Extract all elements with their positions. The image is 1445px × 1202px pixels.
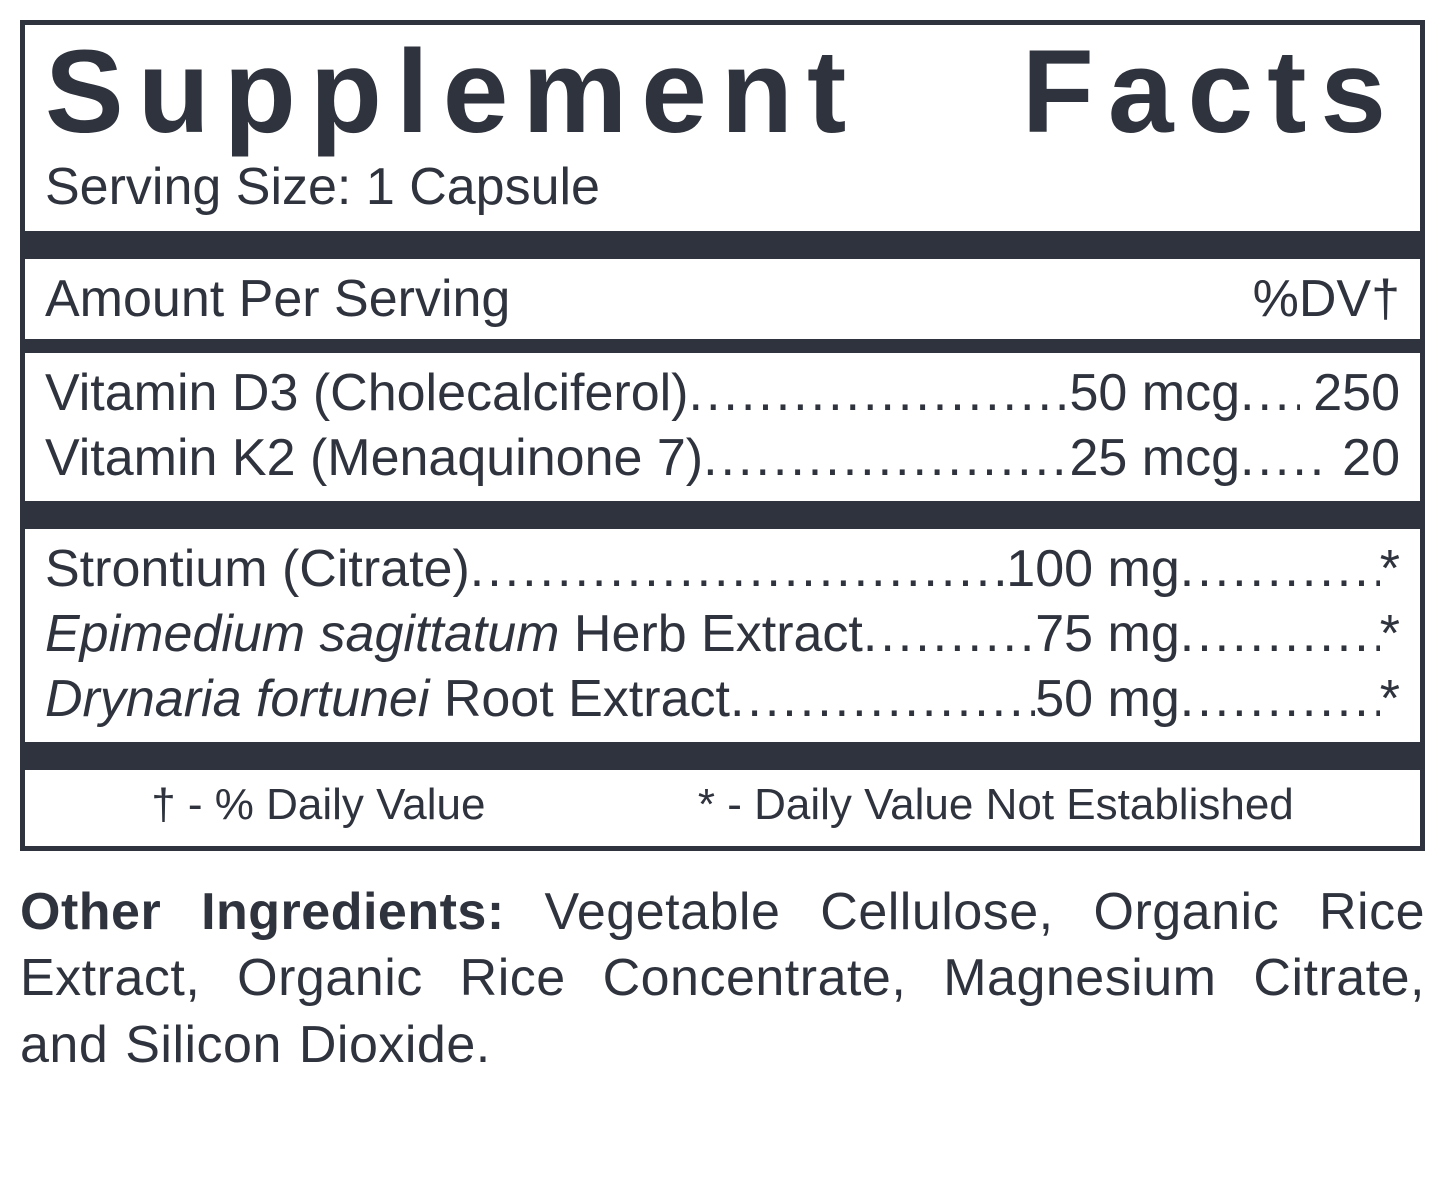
dot-leader — [703, 426, 1069, 491]
nutrient-amount: 50 mcg — [1069, 361, 1240, 426]
nutrient-dv: 20 — [1330, 426, 1400, 491]
nutrient-name: Epimedium sagittatum Herb Extract — [45, 602, 863, 667]
nutrient-amount: 25 mcg — [1069, 426, 1240, 491]
serving-label: Serving Size: — [45, 158, 351, 216]
footnotes: † - % Daily Value * - Daily Value Not Es… — [45, 770, 1400, 834]
dot-leader — [1240, 426, 1330, 491]
nutrient-name: Vitamin D3 (Cholecalciferol) — [45, 361, 689, 426]
supplement-facts-panel: Supplement Facts Serving Size: 1 Capsule… — [20, 20, 1425, 851]
nutrient-name: Strontium (Citrate) — [45, 537, 470, 602]
dot-leader — [470, 537, 1007, 602]
divider-bar — [25, 231, 1420, 259]
dot-leader — [1180, 667, 1380, 732]
dot-leader — [689, 361, 1070, 426]
nutrient-section-1: Vitamin D3 (Cholecalciferol) 50 mcg 250 … — [45, 353, 1400, 501]
nutrient-amount: 50 mg — [1035, 667, 1180, 732]
nutrient-row: Vitamin K2 (Menaquinone 7) 25 mcg 20 — [45, 426, 1400, 491]
nutrient-row: Drynaria fortunei Root Extract 50 mg * — [45, 667, 1400, 732]
nutrient-row: Epimedium sagittatum Herb Extract 75 mg … — [45, 602, 1400, 667]
nutrient-dv: * — [1380, 602, 1400, 667]
divider-bar — [25, 501, 1420, 529]
footnote-dv: † - % Daily Value — [151, 780, 485, 830]
serving-value: 1 Capsule — [366, 158, 600, 216]
header-percent-dv: %DV† — [1253, 269, 1400, 329]
nutrient-name: Drynaria fortunei Root Extract — [45, 667, 730, 732]
divider-bar — [25, 339, 1420, 353]
nutrient-dv: * — [1380, 537, 1400, 602]
nutrient-dv: * — [1380, 667, 1400, 732]
panel-title: Supplement Facts — [45, 25, 1400, 155]
nutrient-row: Vitamin D3 (Cholecalciferol) 50 mcg 250 — [45, 361, 1400, 426]
nutrient-row: Strontium (Citrate) 100 mg * — [45, 537, 1400, 602]
nutrient-amount: 100 mg — [1006, 537, 1179, 602]
nutrient-dv: 250 — [1300, 361, 1400, 426]
dot-leader — [1180, 537, 1380, 602]
divider-bar — [25, 742, 1420, 770]
nutrient-section-2: Strontium (Citrate) 100 mg * Epimedium s… — [45, 529, 1400, 742]
footnote-ast: * - Daily Value Not Established — [698, 780, 1294, 830]
column-headers: Amount Per Serving %DV† — [45, 259, 1400, 339]
dot-leader — [863, 602, 1035, 667]
nutrient-name: Vitamin K2 (Menaquinone 7) — [45, 426, 703, 491]
serving-size: Serving Size: 1 Capsule — [45, 157, 1400, 217]
dot-leader — [1240, 361, 1300, 426]
other-ingredients-label: Other Ingredients: — [20, 883, 505, 941]
other-ingredients: Other Ingredients: Vegetable Cellulose, … — [20, 879, 1425, 1079]
dot-leader — [1180, 602, 1380, 667]
header-amount-per-serving: Amount Per Serving — [45, 269, 510, 329]
dot-leader — [730, 667, 1035, 732]
nutrient-amount: 75 mg — [1035, 602, 1180, 667]
